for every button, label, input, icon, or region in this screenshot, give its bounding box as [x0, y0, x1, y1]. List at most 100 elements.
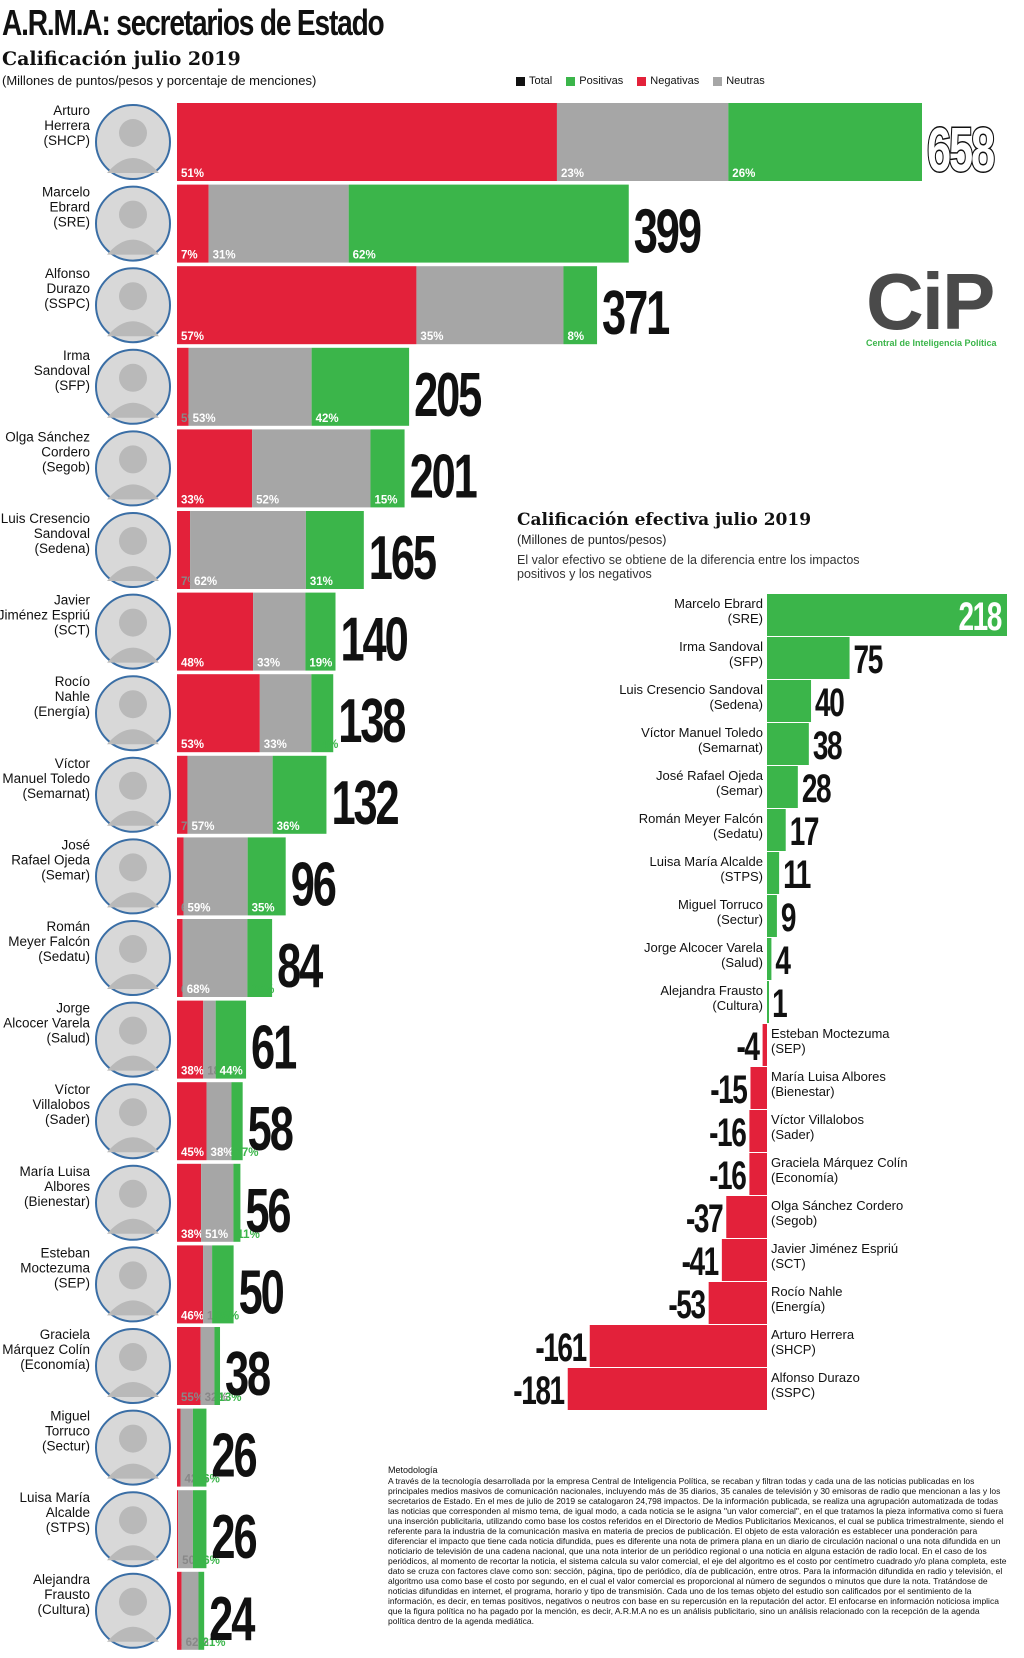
secretary-name-line: Rafael Ojeda — [11, 852, 90, 867]
bar-segment-neutras — [203, 1245, 213, 1324]
legend-label-positivas: Positivas — [579, 75, 624, 87]
secretary-name: Luis Cresencio Sandoval (Sedena) — [1, 511, 90, 556]
secretary-name-line: Román — [46, 919, 90, 934]
legend-item-negativas: Negativas — [637, 75, 699, 87]
secretary-name: Jorge Alcocer Varela (Salud) — [3, 1001, 90, 1046]
secretary-name-line: (Energía) — [34, 704, 90, 719]
legend-label-negativas: Negativas — [650, 75, 700, 87]
total-label: 399 — [634, 198, 701, 266]
effective-name-line: (Economía) — [771, 1170, 838, 1185]
bar-segment-negativas — [177, 429, 253, 508]
percent-label: 31% — [310, 576, 333, 588]
total-label: 96 — [291, 851, 336, 919]
secretary-name: Román Meyer Falcón (Sedatu) — [8, 919, 90, 964]
percent-label: 46% — [197, 1474, 220, 1486]
bar-segment-positivas — [247, 919, 273, 997]
effective-name-line: Alejandra Frausto — [660, 983, 763, 998]
percent-label: 26% — [251, 984, 274, 996]
bar-segment-positivas — [563, 266, 598, 345]
secretary-name-line: (STPS) — [46, 1520, 90, 1535]
effective-name-line: (SFP) — [729, 654, 763, 669]
effective-bar-positive — [767, 895, 777, 937]
avatar-body — [107, 239, 159, 255]
avatar-body — [107, 1300, 159, 1316]
effective-value: -4 — [736, 1025, 760, 1069]
secretary-name-line: (Sectur) — [42, 1439, 90, 1454]
secretary-name: Alejandra Frausto (Cultura) — [33, 1572, 91, 1617]
legend-swatch-total — [516, 76, 525, 86]
secretary-name-line: Rocío — [55, 674, 90, 689]
secretary-name-line: (SFP) — [55, 378, 90, 393]
secretary-name-line: Moctezuma — [20, 1260, 90, 1275]
legend: Total Positivas Negativas Neutras — [516, 75, 765, 87]
effective-bar-negative — [762, 1024, 767, 1066]
effective-name-line: Olga Sánchez Cordero — [771, 1198, 903, 1213]
effective-name-line: (Segob) — [771, 1213, 817, 1228]
effective-name-line: Esteban Moctezuma — [771, 1026, 890, 1041]
bar-segment-positivas — [212, 1245, 234, 1324]
effective-name-line: José Rafael Ojeda — [656, 768, 764, 783]
secretary-name-line: Alcocer Varela — [3, 1016, 90, 1031]
avatar-head — [119, 527, 147, 555]
effective-name: Víctor Manuel Toledo (Semarnat) — [641, 725, 763, 755]
effective-name-line: Miguel Torruco — [678, 897, 763, 912]
percent-label: 13% — [218, 1392, 241, 1404]
avatar-head — [119, 1098, 147, 1127]
total-label: 50 — [239, 1259, 284, 1327]
effective-name-line: Luis Cresencio Sandoval — [619, 682, 763, 697]
percent-label: 55% — [181, 1392, 204, 1404]
effective-name-line: (Sedatu) — [713, 826, 763, 841]
bar-segment-positivas — [305, 511, 364, 589]
avatar-body — [107, 974, 159, 989]
avatar-head — [119, 363, 147, 392]
secretary-name-line: (Cultura) — [37, 1602, 90, 1617]
effective-name: Marcelo Ebrard (SRE) — [674, 596, 763, 626]
effective-name-line: Graciela Márquez Colín — [771, 1155, 908, 1170]
effective-bar-negative — [567, 1368, 767, 1410]
effective-name-line: Víctor Villalobos — [771, 1112, 864, 1127]
bar-segment-negativas — [177, 103, 557, 181]
percent-label: 35% — [252, 902, 275, 914]
avatar-head — [119, 1343, 147, 1371]
avatar-body — [107, 1382, 159, 1397]
bar-segment-negativas — [177, 1082, 207, 1161]
bar-segment-neutras — [190, 511, 306, 589]
effective-name-line: (Energía) — [771, 1299, 825, 1314]
secretary-name-line: Alejandra — [33, 1572, 91, 1587]
legend-item-positivas: Positivas — [566, 75, 623, 87]
avatar-body — [107, 484, 159, 500]
effective-name: Víctor Villalobos (Sader) — [771, 1112, 864, 1142]
effective-name-line: (SHCP) — [771, 1342, 816, 1357]
legend-label-total: Total — [529, 75, 553, 87]
bar-segment-neutras — [200, 1327, 215, 1405]
secretary-name: Javier Jiménez Espriú (SCT) — [0, 593, 90, 638]
effective-bar-negative — [721, 1239, 767, 1281]
bar-segment-positivas — [305, 592, 336, 671]
secretary-name: Luisa María Alcalde (STPS) — [19, 1490, 90, 1535]
bar-segment-positivas — [192, 1408, 207, 1487]
effective-bar-positive — [767, 852, 780, 894]
secretary-name: Irma Sandoval (SFP) — [34, 348, 91, 393]
effective-name-line: (Sader) — [771, 1127, 814, 1142]
bar-segment-positivas — [233, 1163, 241, 1242]
bar-segment-negativas — [177, 266, 417, 345]
effective-value: -41 — [682, 1240, 719, 1284]
bar-segment-negativas — [177, 592, 254, 671]
secretary-name-line: (Semar) — [41, 867, 90, 882]
secretary-name-line: (SEP) — [54, 1275, 90, 1290]
secretary-name: Víctor Manuel Toledo (Semarnat) — [2, 756, 90, 801]
effective-bar-negative — [708, 1282, 767, 1324]
avatar-body — [107, 1545, 159, 1561]
total-label: 84 — [277, 933, 323, 1001]
secretary-name-line: Manuel Toledo — [2, 771, 90, 786]
secretary-name-line: Torruco — [45, 1424, 90, 1439]
effective-name-line: Víctor Manuel Toledo — [641, 725, 763, 740]
total-label: 61 — [251, 1014, 297, 1082]
secretary-name-line: Márquez Colín — [2, 1342, 90, 1357]
secretary-name-line: Durazo — [46, 281, 90, 296]
bar-segment-negativas — [177, 674, 260, 753]
secretary-name-line: Víctor — [55, 756, 91, 771]
cip-logo: CiP Central de Inteligencia Política — [866, 262, 1014, 349]
secretary-name-line: (SCT) — [54, 623, 90, 638]
